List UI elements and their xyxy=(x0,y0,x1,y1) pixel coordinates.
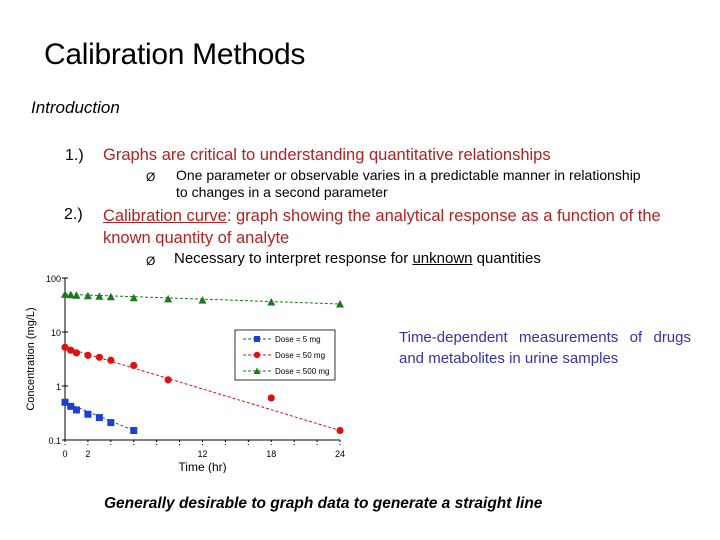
concentration-time-chart: 100 10 1 0.10 2 12 18 24 Time (hr) Concentration … xyxy=(25,274,345,473)
legend-label: Dose = 50 mg xyxy=(275,351,325,360)
data-point-square xyxy=(84,410,92,418)
y-tick-label: 10 xyxy=(51,328,61,338)
point-2-number: 2.) xyxy=(64,206,83,223)
data-point-triangle xyxy=(61,290,69,298)
data-point-circle xyxy=(84,351,92,359)
subtext-underlined: unknown xyxy=(412,250,473,267)
subtext-part: Necessary to interpret response for xyxy=(174,250,413,267)
data-point-triangle xyxy=(95,292,104,300)
legend-marker xyxy=(253,351,261,359)
slide-title: Calibration Methods xyxy=(44,38,306,71)
legend-label: Dose = 500 mg xyxy=(275,367,329,376)
x-tick-label: 18 xyxy=(266,449,276,459)
data-point-square xyxy=(61,398,69,406)
data-point-circle xyxy=(130,361,138,370)
data-point-square xyxy=(107,419,115,427)
legend-box xyxy=(234,329,336,381)
footer-note: Generally desirable to graph data to gen… xyxy=(104,495,543,512)
data-point-circle xyxy=(95,353,103,361)
data-point-triangle xyxy=(106,292,115,301)
subtext-part: quantities xyxy=(472,250,541,267)
data-point-square xyxy=(67,402,75,410)
bullet-arrow-icon: Ø xyxy=(146,254,156,268)
data-point-triangle xyxy=(129,293,138,302)
data-point-triangle xyxy=(164,294,173,303)
x-tick-label: 2 xyxy=(85,449,90,459)
x-axis-label: Time (hr) xyxy=(178,460,226,473)
data-point-circle xyxy=(72,349,81,357)
y-axis-label: Concentration (mg/L) xyxy=(25,307,37,410)
point-2-text: Calibration curve: graph showing the ana… xyxy=(103,205,663,249)
data-point-circle xyxy=(67,346,75,354)
data-point-triangle xyxy=(267,297,276,306)
legend-label: Dose = 5 mg xyxy=(275,335,321,344)
data-point-circle xyxy=(164,376,172,384)
data-point-square xyxy=(72,406,80,414)
data-point-triangle xyxy=(336,300,344,308)
data-point-triangle xyxy=(66,290,75,299)
data-point-square xyxy=(130,426,138,434)
x-tick-label: 12 xyxy=(197,449,207,459)
y-tick-label: 0.1 xyxy=(48,436,61,446)
data-point-circle xyxy=(61,343,69,351)
point-2-definition: : graph showing the analytical response … xyxy=(103,207,661,247)
data-point-triangle xyxy=(83,291,92,300)
legend-marker xyxy=(253,367,261,374)
point-1-subtext: One parameter or observable varies in a … xyxy=(176,167,641,200)
y-tick-label: 1 xyxy=(56,382,61,392)
calibration-curve-term: Calibration curve xyxy=(103,207,227,225)
data-point-circle xyxy=(336,426,344,435)
legend-marker xyxy=(254,336,260,342)
side-note: Time-dependent measurements of drugs and… xyxy=(399,329,691,367)
data-point-triangle xyxy=(198,296,207,304)
data-point-square xyxy=(95,414,103,422)
y-tick-label: 100 xyxy=(46,274,61,284)
data-point-circle xyxy=(267,394,275,402)
data-point-circle xyxy=(107,356,115,364)
point-2-subtext: Necessary to interpret response for unkn… xyxy=(174,250,541,267)
point-1-number: 1.) xyxy=(65,147,84,164)
data-point-triangle xyxy=(72,291,81,299)
slide-subtitle: Introduction xyxy=(31,98,120,117)
point-1-text: Graphs are critical to understanding qua… xyxy=(103,146,551,164)
bullet-arrow-icon: Ø xyxy=(146,170,156,184)
x-tick-label: 0 xyxy=(62,449,67,459)
x-tick-label: 24 xyxy=(335,449,345,459)
